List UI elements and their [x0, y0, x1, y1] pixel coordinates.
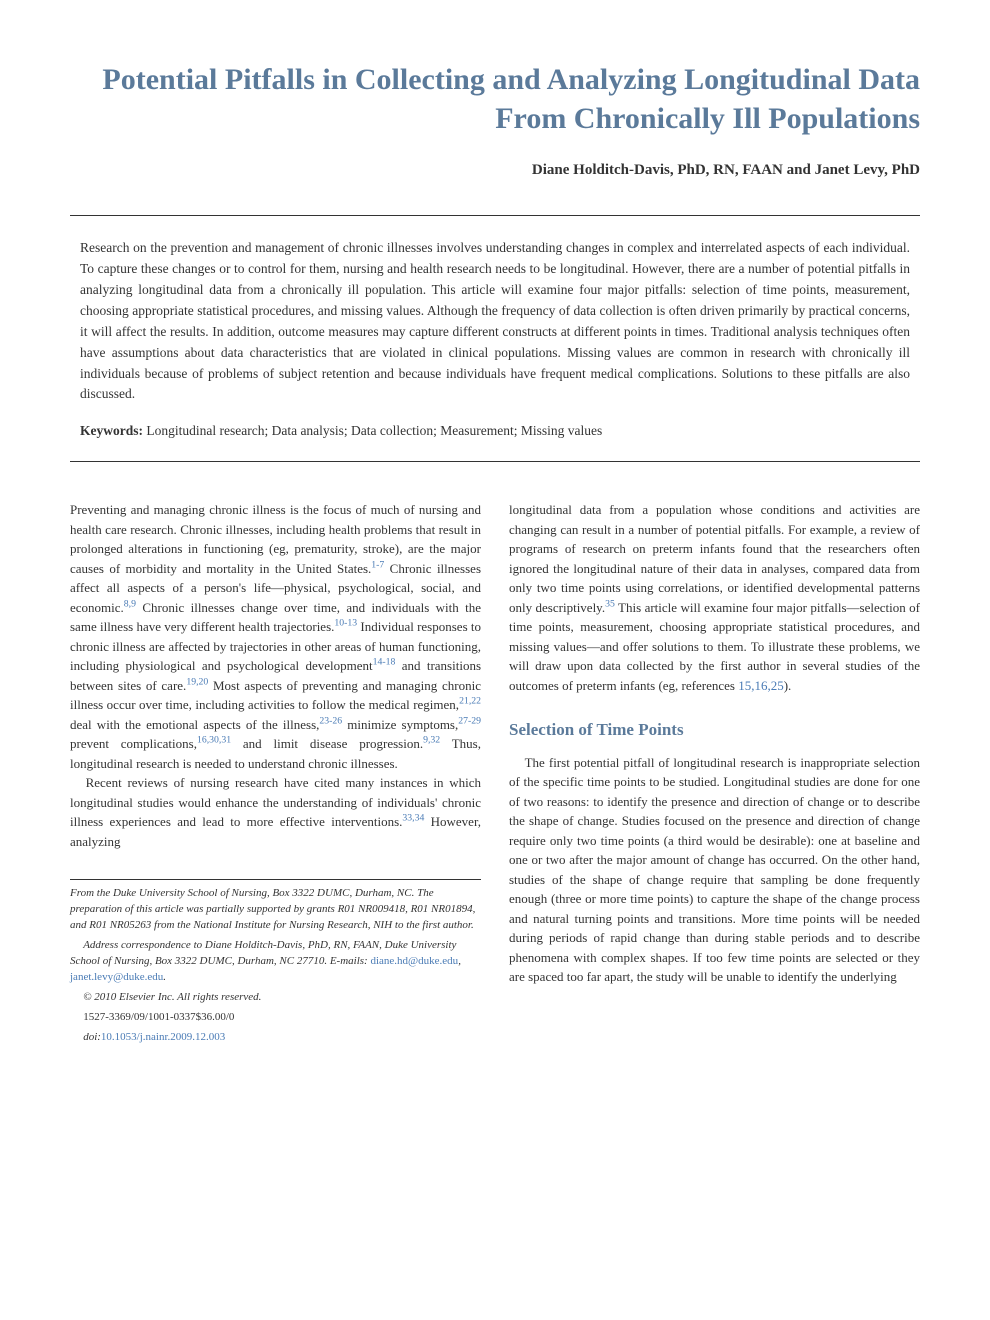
- body-para-4: The first potential pitfall of longitudi…: [509, 753, 920, 987]
- body-para-1: Preventing and managing chronic illness …: [70, 500, 481, 773]
- citation[interactable]: 19,20: [186, 677, 208, 688]
- citation[interactable]: 23-26: [319, 716, 342, 727]
- citation[interactable]: 8,9: [124, 599, 136, 610]
- citation[interactable]: 15,16,25: [738, 678, 784, 693]
- authors-line: Diane Holditch-Davis, PhD, RN, FAAN and …: [70, 162, 920, 179]
- section-heading-time-points: Selection of Time Points: [509, 717, 920, 743]
- keywords-text: Longitudinal research; Data analysis; Da…: [143, 423, 602, 438]
- citation[interactable]: 14-18: [373, 657, 396, 668]
- footnote-correspondence: Address correspondence to Diane Holditch…: [70, 938, 481, 986]
- citation[interactable]: 1-7: [371, 560, 384, 571]
- citation[interactable]: 33,34: [402, 813, 424, 824]
- footnote-issn: 1527-3369/09/1001-0337$36.00/0: [70, 1010, 481, 1026]
- email-link[interactable]: diane.hd@duke.edu: [370, 955, 458, 967]
- footnote-block: From the Duke University School of Nursi…: [70, 879, 481, 1045]
- footnote-copyright: © 2010 Elsevier Inc. All rights reserved…: [70, 990, 481, 1006]
- email-link[interactable]: janet.levy@duke.edu: [70, 971, 163, 983]
- column-right: longitudinal data from a population whos…: [509, 500, 920, 1049]
- column-left: Preventing and managing chronic illness …: [70, 500, 481, 1049]
- keywords-line: Keywords: Longitudinal research; Data an…: [70, 423, 920, 461]
- body-para-2: Recent reviews of nursing research have …: [70, 773, 481, 851]
- abstract-text: Research on the prevention and managemen…: [70, 216, 920, 423]
- doi-link[interactable]: 10.1053/j.nainr.2009.12.003: [101, 1031, 225, 1043]
- citation[interactable]: 10-13: [334, 618, 357, 629]
- body-para-3: longitudinal data from a population whos…: [509, 500, 920, 695]
- footnote-doi: doi:10.1053/j.nainr.2009.12.003: [70, 1030, 481, 1046]
- rule-bottom: [70, 461, 920, 462]
- citation[interactable]: 35: [605, 599, 615, 610]
- body-columns: Preventing and managing chronic illness …: [70, 500, 920, 1049]
- article-title: Potential Pitfalls in Collecting and Ana…: [70, 60, 920, 138]
- footnote-affiliation: From the Duke University School of Nursi…: [70, 886, 481, 934]
- citation[interactable]: 16,30,31: [197, 735, 231, 746]
- citation[interactable]: 27-29: [458, 716, 481, 727]
- citation[interactable]: 21,22: [459, 696, 481, 707]
- keywords-label: Keywords:: [80, 423, 143, 438]
- citation[interactable]: 9,32: [423, 735, 440, 746]
